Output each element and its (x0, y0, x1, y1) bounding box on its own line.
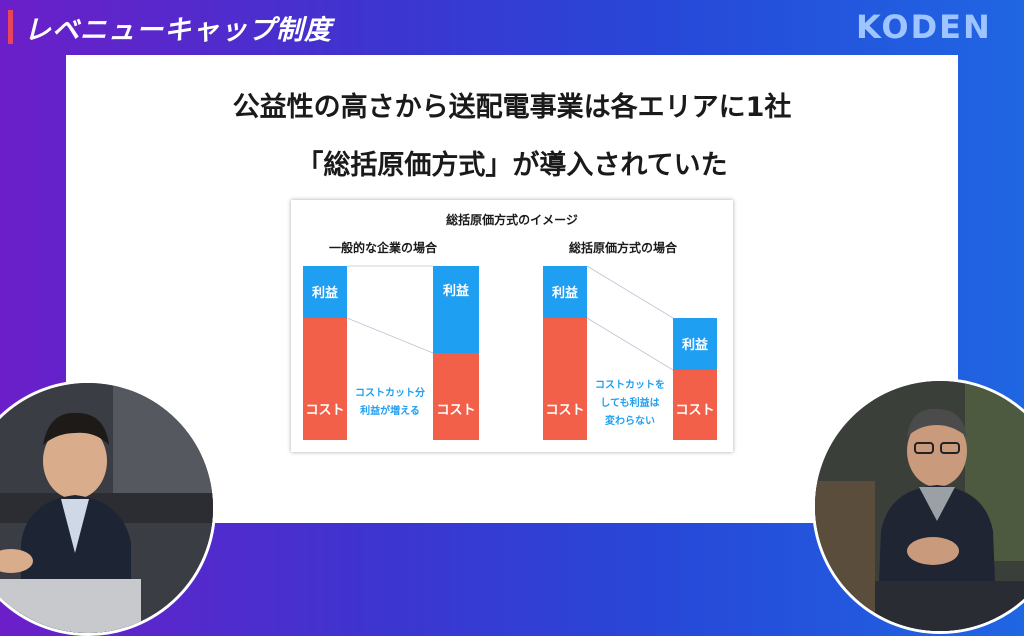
slide-headline-2: 「総括原価方式」が導入されていた (296, 150, 728, 181)
right-bar1-cost-label: コスト (545, 403, 584, 418)
cost-method-diagram: 総括原価方式のイメージ 一般的な企業の場合 利益 コスト 利益 コスト コストカ… (291, 200, 733, 452)
person-right-icon (815, 381, 1024, 631)
right-note-line-3: 変わらない (605, 414, 655, 427)
header-bar: レベニューキャップ制度 KODEN (0, 0, 1024, 52)
left-bar1-profit (303, 266, 347, 318)
right-note-line-1: コストカットを (595, 379, 665, 391)
right-bar1-profit (543, 266, 587, 318)
slide-headline-1: 公益性の高さから送配電事業は各エリアに1社 (232, 92, 792, 123)
right-mid-connector (586, 317, 674, 371)
left-bar2-profit (433, 266, 479, 353)
right-note-line-2: しても利益は (600, 396, 659, 409)
brand-logo: KODEN (856, 8, 992, 46)
left-bar1-profit-label: 利益 (312, 285, 338, 301)
title-accent-bar (8, 10, 13, 44)
left-bar2-cost-label: コスト (436, 403, 475, 418)
diagram-svg: 総括原価方式のイメージ 一般的な企業の場合 利益 コスト 利益 コスト コストカ… (303, 212, 717, 440)
left-bar2-cost (433, 353, 479, 440)
right-bar1-profit-label: 利益 (552, 285, 578, 301)
right-bar2-cost-label: コスト (675, 403, 714, 418)
left-note-line-2: 利益が増える (360, 404, 420, 417)
page-title: レベニューキャップ制度 (24, 15, 332, 46)
right-top-connector (586, 265, 674, 319)
right-bar2-profit (673, 318, 717, 370)
left-note-line-1: コストカット分 (355, 386, 425, 399)
right-section-caption: 総括原価方式の場合 (569, 240, 678, 255)
left-mid-connector (346, 317, 434, 354)
left-bar1-cost-label: コスト (305, 403, 344, 418)
right-bar1-cost (543, 318, 587, 440)
right-bar2-profit-label: 利益 (682, 337, 708, 353)
left-bar2-profit-label: 利益 (443, 283, 469, 299)
right-bar2-cost (673, 370, 717, 440)
presentation-slide: 公益性の高さから送配電事業は各エリアに1社 「総括原価方式」が導入されていた 総… (66, 55, 958, 523)
left-bar1-cost (303, 318, 347, 440)
left-section-caption: 一般的な企業の場合 (329, 240, 438, 255)
diagram-title: 総括原価方式のイメージ (446, 212, 578, 227)
person-left-icon (0, 383, 213, 633)
